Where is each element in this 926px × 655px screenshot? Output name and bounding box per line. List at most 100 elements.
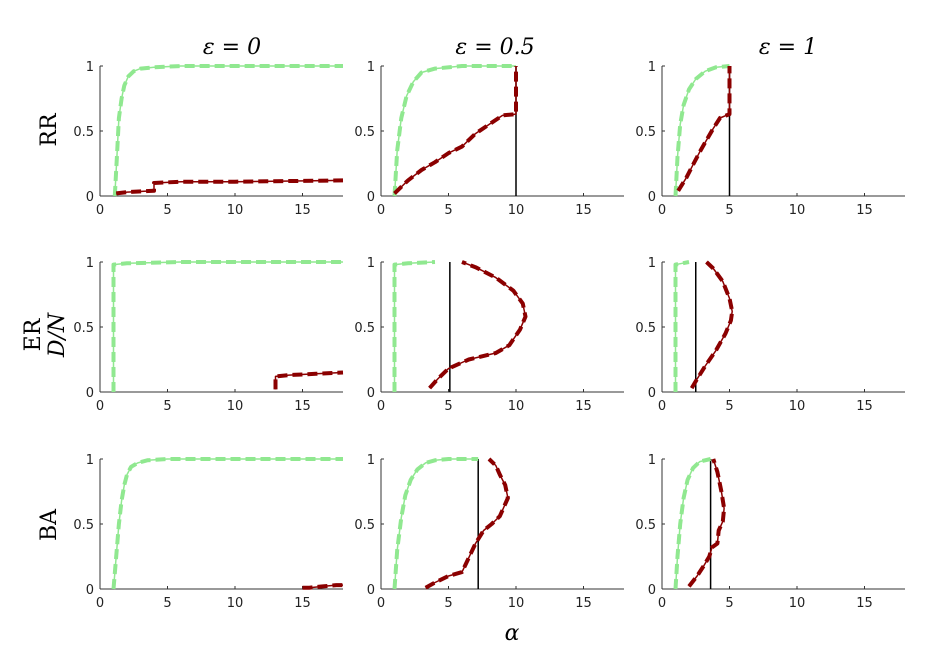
plot-area xyxy=(673,457,727,590)
y-tick-label: 0 xyxy=(648,190,656,205)
series-1-line xyxy=(429,261,527,389)
x-tick-label: 10 xyxy=(227,596,244,611)
y-tick-label: 1 xyxy=(86,60,94,75)
series-0-dashed xyxy=(392,260,436,392)
plot-area xyxy=(673,64,732,197)
series-0-line xyxy=(393,261,436,392)
plot-area xyxy=(392,64,518,197)
x-tick-label: 0 xyxy=(96,203,104,218)
x-tick-label: 10 xyxy=(508,399,525,414)
panel-r0-c1: 0 5 10 15 0 0.5 1 xyxy=(354,60,624,218)
x-tick-label: 5 xyxy=(163,596,171,611)
y-tick-label: 1 xyxy=(367,256,375,271)
series-1-dashed xyxy=(428,260,528,390)
y-tick-label: 0.5 xyxy=(635,321,656,336)
x-tick-label: 10 xyxy=(227,399,244,414)
series-0-dashed xyxy=(112,64,343,197)
series-0-line xyxy=(112,458,343,590)
x-tick-label: 15 xyxy=(856,596,873,611)
series-1-line xyxy=(691,261,733,389)
y-tick-label: 0.5 xyxy=(73,125,94,140)
x-tick-label: 0 xyxy=(96,596,104,611)
y-tick-label: 1 xyxy=(648,256,656,271)
x-tick-label: 15 xyxy=(294,399,311,414)
column-title-eps-0: ε = 0 xyxy=(203,35,261,60)
series-1-line xyxy=(425,458,509,589)
y-tick-label: 1 xyxy=(648,453,656,468)
y-tick-label: 0.5 xyxy=(73,518,94,533)
y-tick-label: 0.5 xyxy=(354,125,375,140)
x-tick-label: 5 xyxy=(444,596,452,611)
panel-r0-c0: 0 5 10 15 0 0.5 1 xyxy=(73,60,344,218)
series-1-dashed xyxy=(115,178,344,196)
plot-area xyxy=(392,457,510,590)
panel-r1-c2: 0 5 10 15 0 0.5 1 xyxy=(635,256,905,414)
x-tick-label: 0 xyxy=(658,399,666,414)
y-tick-label: 0 xyxy=(648,583,656,598)
series-0-dashed xyxy=(111,457,343,590)
y-tick-label: 0 xyxy=(367,583,375,598)
plot-area xyxy=(673,260,735,392)
row-label-rr: RR xyxy=(37,112,62,147)
plot-area xyxy=(112,64,344,197)
x-tick-label: 5 xyxy=(163,203,171,218)
x-tick-label: 0 xyxy=(658,596,666,611)
x-tick-label: 5 xyxy=(444,203,452,218)
series-1-dashed xyxy=(689,260,735,390)
x-tick-label: 5 xyxy=(725,596,733,611)
series-0-line xyxy=(674,65,730,197)
y-tick-label: 0.5 xyxy=(354,321,375,336)
y-tick-label: 0 xyxy=(86,190,94,205)
y-tick-label: 0 xyxy=(367,386,375,401)
x-tick-label: 0 xyxy=(377,399,385,414)
y-tick-label: 0 xyxy=(86,386,94,401)
x-tick-label: 5 xyxy=(163,399,171,414)
series-0-line xyxy=(114,65,343,197)
x-tick-label: 15 xyxy=(575,399,592,414)
x-tick-label: 10 xyxy=(789,596,806,611)
x-tick-label: 15 xyxy=(575,596,592,611)
y-tick-label: 0.5 xyxy=(354,518,375,533)
x-tick-label: 0 xyxy=(658,203,666,218)
series-0-dashed xyxy=(673,457,712,590)
y-tick-label: 0 xyxy=(367,190,375,205)
plot-area xyxy=(111,457,343,590)
row-sublabel-d-over-n: D/N xyxy=(45,312,70,358)
plot-area xyxy=(392,260,528,392)
x-tick-label: 5 xyxy=(444,399,452,414)
column-title-eps-1: ε = 1 xyxy=(759,35,817,60)
x-tick-label: 10 xyxy=(789,203,806,218)
x-tick-label: 15 xyxy=(856,399,873,414)
panel-r1-c0: 0 5 10 15 0 0.5 1 xyxy=(73,256,344,414)
series-0-dashed xyxy=(673,64,730,197)
y-tick-label: 0.5 xyxy=(635,518,656,533)
y-tick-label: 1 xyxy=(86,453,94,468)
x-tick-label: 10 xyxy=(508,203,525,218)
x-tick-label: 5 xyxy=(725,399,733,414)
x-tick-label: 10 xyxy=(789,399,806,414)
series-1-line xyxy=(688,458,725,587)
row-label-er: ER xyxy=(21,317,46,351)
x-tick-label: 0 xyxy=(96,399,104,414)
y-tick-label: 1 xyxy=(367,453,375,468)
x-tick-label: 10 xyxy=(227,203,244,218)
x-tick-label: 5 xyxy=(725,203,733,218)
y-tick-label: 0 xyxy=(86,583,94,598)
panel-r2-c1: 0 5 10 15 0 0.5 1 xyxy=(354,453,624,611)
series-0-line xyxy=(393,458,479,590)
column-title-eps-0-5: ε = 0.5 xyxy=(455,35,534,60)
series-0-dashed xyxy=(392,457,479,590)
series-1-dashed xyxy=(302,583,343,590)
x-axis-label: α xyxy=(505,621,520,646)
y-tick-label: 1 xyxy=(86,256,94,271)
y-tick-label: 0 xyxy=(648,386,656,401)
series-0-line xyxy=(674,261,690,392)
plot-area xyxy=(111,260,344,392)
x-tick-label: 0 xyxy=(377,203,385,218)
x-tick-label: 15 xyxy=(575,203,592,218)
series-1-dashed xyxy=(273,370,344,390)
series-1-dashed xyxy=(393,66,518,195)
series-0-dashed xyxy=(673,260,690,392)
